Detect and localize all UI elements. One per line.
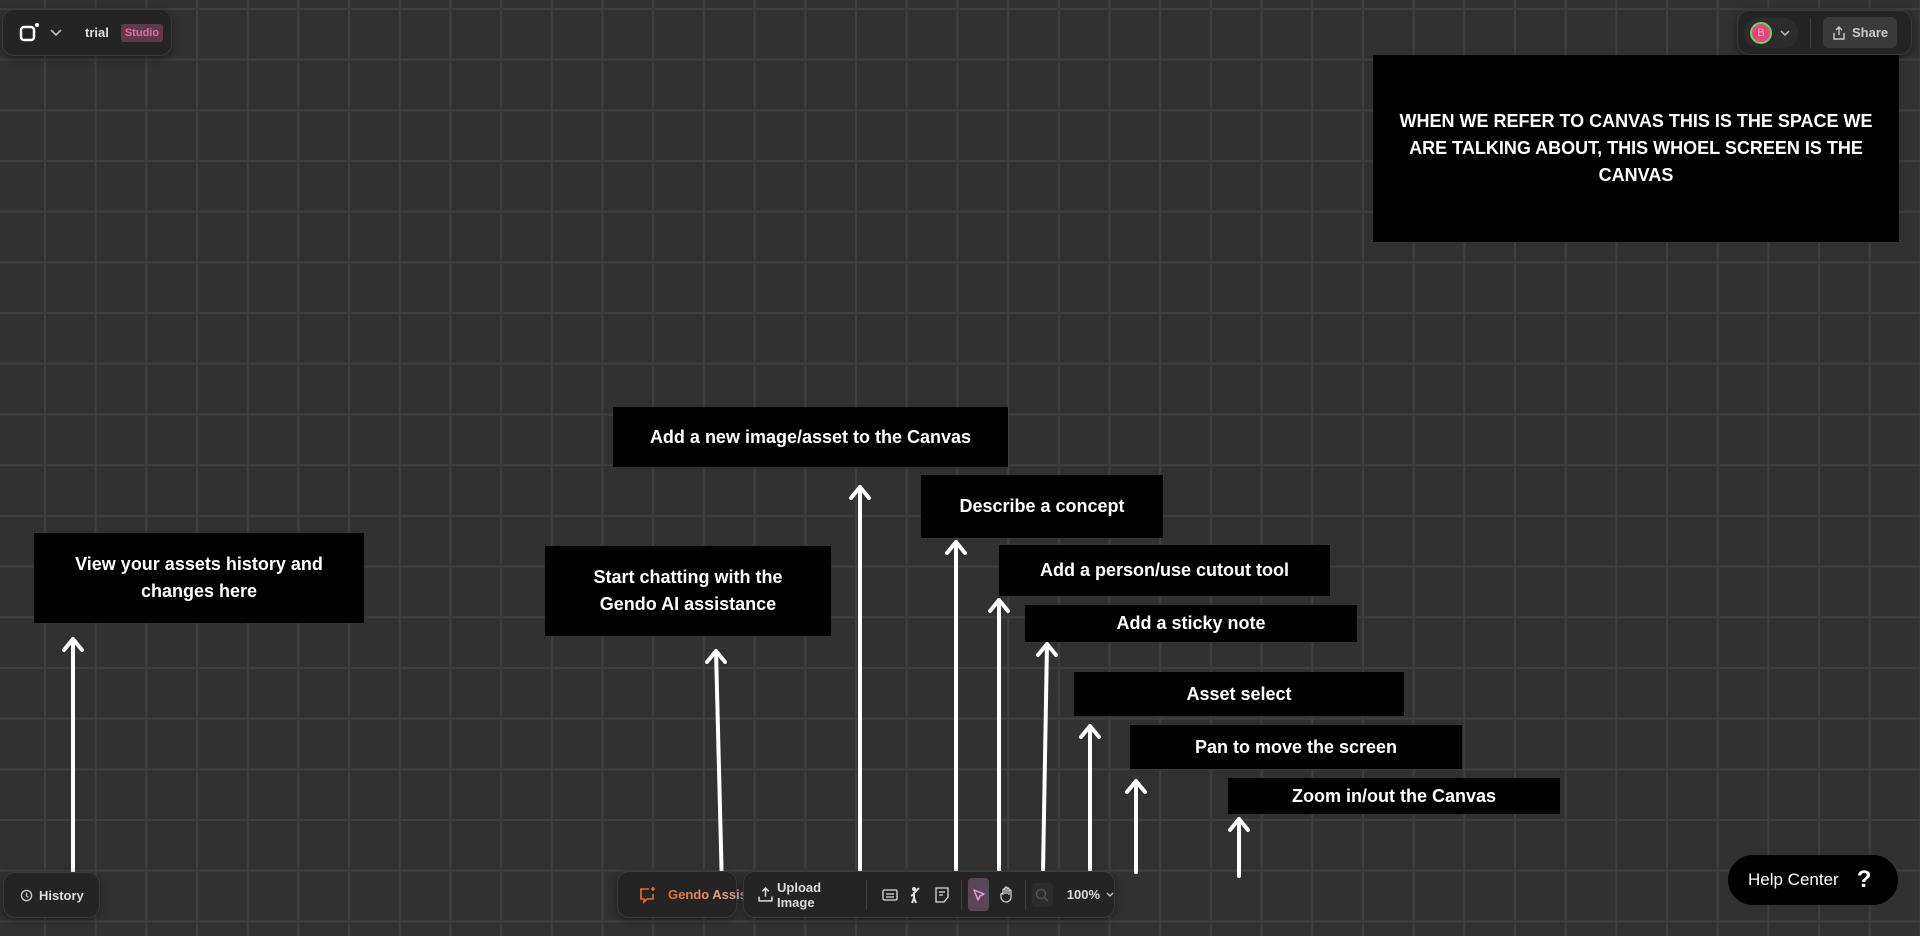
history-note: View your assets history and changes her…	[34, 533, 364, 623]
arrow-zoom	[1228, 817, 1250, 878]
studio-badge: Studio	[120, 23, 164, 42]
top-right-panel: B Share	[1737, 10, 1912, 55]
chevron-down-icon[interactable]	[49, 28, 63, 37]
help-center-button[interactable]: Help Center ?	[1728, 855, 1898, 905]
share-button[interactable]: Share	[1823, 17, 1898, 48]
history-button[interactable]: History	[3, 872, 100, 918]
help-center-label: Help Center	[1748, 870, 1839, 889]
assistant-icon	[638, 886, 656, 904]
share-icon	[1832, 25, 1846, 40]
project-name[interactable]: trial	[85, 25, 109, 40]
upload-note: Add a new image/asset to the Canvas	[613, 407, 1008, 467]
arrow-sticky	[1036, 642, 1058, 874]
zoom-note: Zoom in/out the Canvas	[1228, 778, 1560, 814]
logo-icon[interactable]	[19, 22, 41, 44]
chat-note: Start chatting with the Gendo AI assista…	[545, 546, 831, 636]
arrow-select	[1079, 724, 1101, 874]
divider	[961, 879, 962, 910]
project-menu: trial Studio	[2, 9, 172, 56]
arrow-describe	[945, 540, 967, 878]
upload-label: Upload Image	[777, 879, 822, 910]
hand-pan-icon[interactable]	[989, 886, 1024, 903]
arrow-upload	[849, 485, 871, 884]
gendo-assistant-button[interactable]: Gendo Assistant	[617, 871, 771, 918]
sticky-note-label: Add a sticky note	[1025, 605, 1357, 642]
select-note: Asset select	[1074, 672, 1404, 716]
chevron-down-icon[interactable]	[1780, 29, 1790, 36]
divider	[1810, 17, 1811, 48]
divider	[866, 879, 868, 910]
avatar[interactable]: B	[1750, 21, 1772, 44]
select-tool-icon[interactable]	[967, 878, 990, 911]
arrow-history	[62, 637, 84, 881]
upload-image-button[interactable]: Upload Image	[758, 880, 850, 910]
divider	[1024, 879, 1026, 910]
upload-icon	[758, 887, 773, 902]
describe-note: Describe a concept	[921, 475, 1163, 538]
arrow-assistant	[705, 649, 727, 890]
arrow-pan	[1125, 779, 1147, 874]
history-icon	[20, 889, 33, 902]
share-label: Share	[1852, 25, 1889, 40]
zoom-icon[interactable]	[1031, 882, 1053, 907]
main-toolbar: Upload Image 100%	[743, 871, 1115, 918]
person-icon[interactable]	[902, 886, 929, 904]
person-note: Add a person/use cutout tool	[999, 545, 1330, 596]
keyboard-icon[interactable]	[877, 888, 902, 901]
zoom-level-dropdown[interactable]: 100%	[1066, 887, 1101, 902]
arrow-person	[988, 598, 1010, 874]
sticky-note-icon[interactable]	[929, 886, 956, 903]
question-icon: ?	[1856, 866, 1872, 893]
canvas-note: WHEN WE REFER TO CANVAS THIS IS THE SPAC…	[1373, 55, 1899, 242]
history-label: History	[39, 887, 84, 903]
chevron-down-icon[interactable]	[1106, 892, 1114, 897]
pan-note: Pan to move the screen	[1130, 725, 1462, 769]
account-menu[interactable]: B	[1744, 17, 1798, 48]
